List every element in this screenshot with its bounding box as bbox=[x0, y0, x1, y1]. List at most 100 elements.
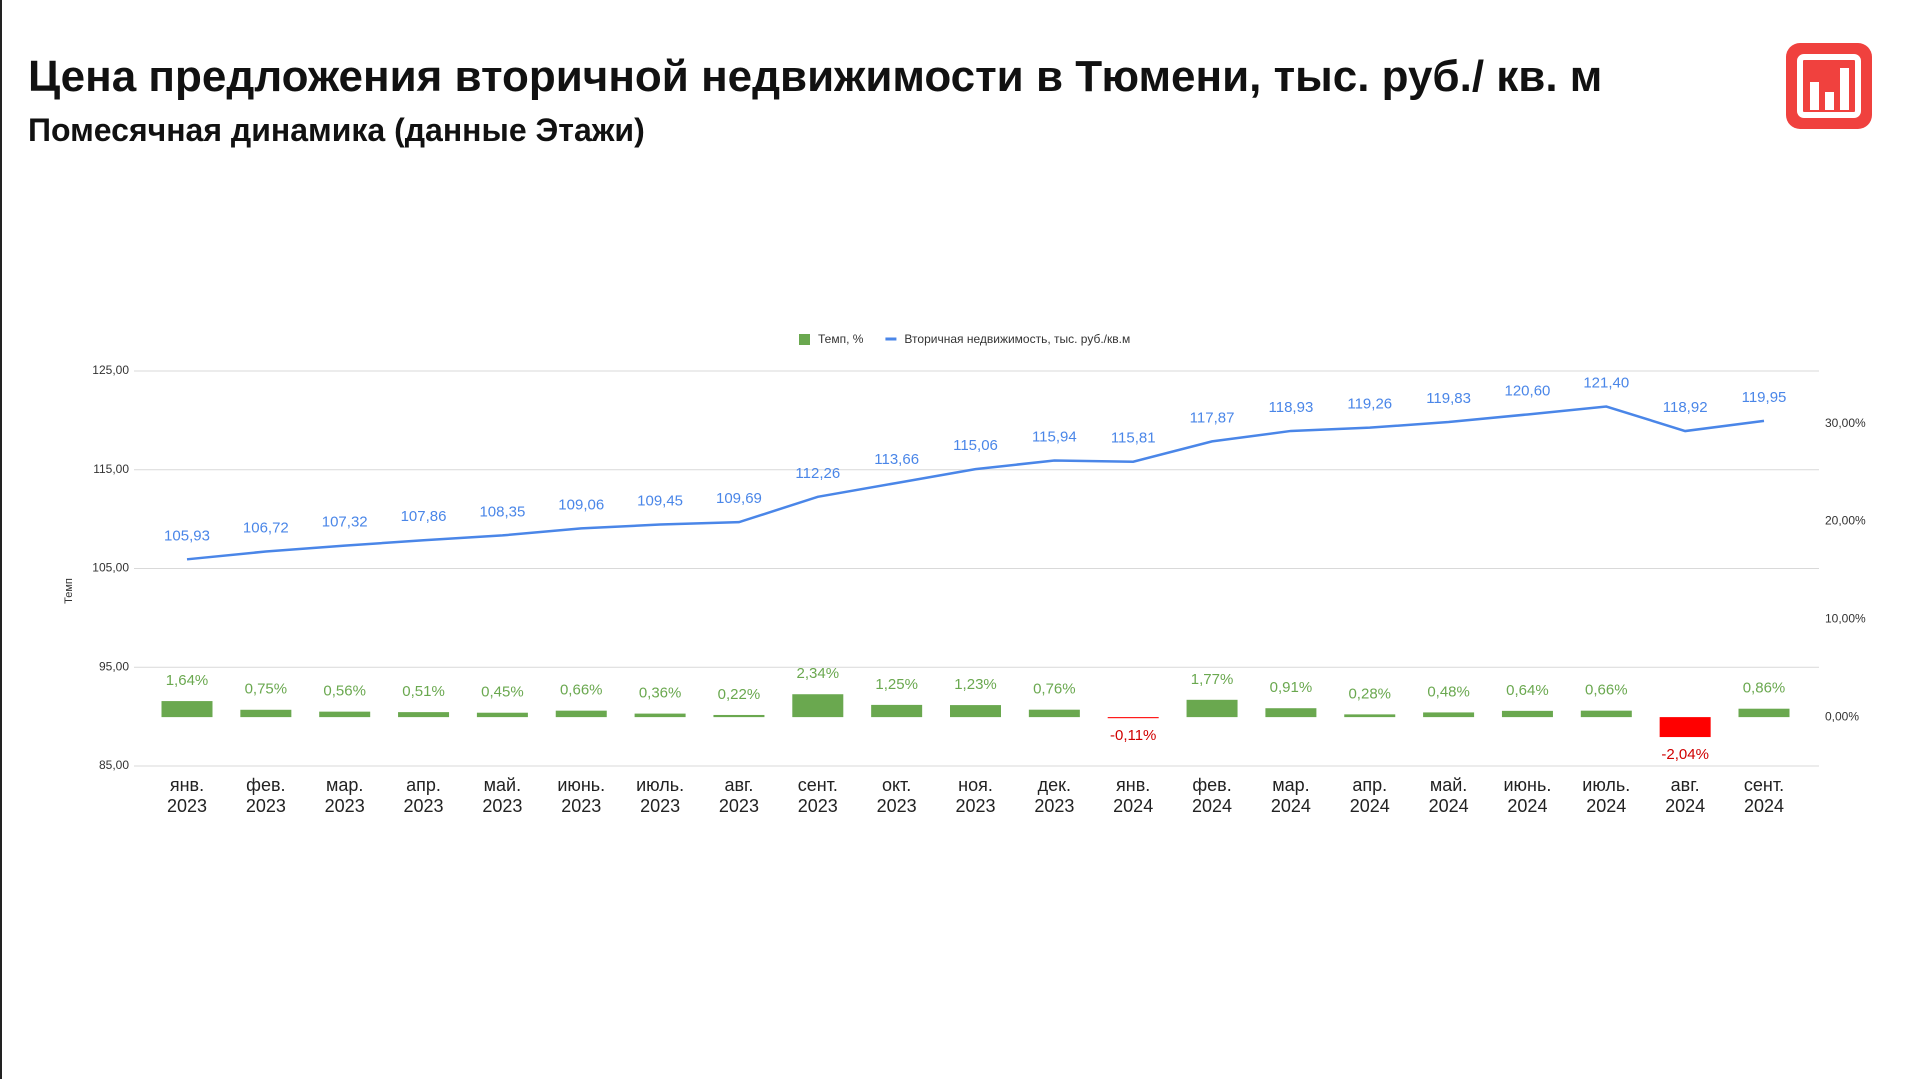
x-tick-label: июль. 2024 bbox=[1582, 775, 1631, 816]
bar bbox=[161, 701, 213, 718]
x-tick-label: мар. 2024 bbox=[1270, 775, 1311, 816]
line-value-label: 115,81 bbox=[1111, 430, 1156, 447]
line-value-label: 106,72 bbox=[243, 519, 289, 536]
x-tick-label: авг. 2024 bbox=[1665, 775, 1706, 816]
bar-value-label: 1,64% bbox=[166, 672, 209, 689]
bar bbox=[871, 704, 923, 718]
bar-value-label: 0,36% bbox=[639, 685, 682, 702]
bar-value-label: -0,11% bbox=[1110, 727, 1156, 744]
y-tick-label: 115,00 bbox=[93, 462, 129, 476]
bar bbox=[1028, 709, 1080, 718]
y-tick-label: 125,00 bbox=[92, 363, 129, 377]
bar bbox=[1265, 708, 1317, 718]
y-tick-label: 85,00 bbox=[99, 758, 129, 772]
bar bbox=[1580, 710, 1632, 718]
line-value-label: 115,06 bbox=[953, 437, 998, 454]
y-tick-label: 105,00 bbox=[92, 561, 129, 575]
bar-value-label: 0,22% bbox=[718, 686, 761, 703]
bar bbox=[950, 705, 1001, 718]
y2-tick-label: 10,00% bbox=[1825, 612, 1866, 626]
bar-value-label: 0,28% bbox=[1348, 685, 1391, 702]
x-tick-label: сент. 2023 bbox=[797, 775, 838, 816]
y-axis-title: Темп bbox=[63, 578, 75, 604]
bar-value-label: 0,51% bbox=[402, 683, 445, 700]
y-tick-label: 95,00 bbox=[99, 659, 129, 673]
bar-value-label: 0,66% bbox=[560, 682, 603, 699]
bar-value-label: 0,64% bbox=[1506, 682, 1549, 699]
line-value-label: 121,40 bbox=[1583, 375, 1629, 392]
bar-value-label: 0,56% bbox=[323, 683, 366, 700]
line-value-label: 119,83 bbox=[1426, 390, 1471, 407]
bar-value-label: 1,23% bbox=[954, 676, 997, 693]
bar-value-label: -2,04% bbox=[1661, 746, 1709, 763]
bar bbox=[1501, 710, 1553, 718]
line-value-label: 118,92 bbox=[1663, 399, 1708, 416]
line-value-label: 113,66 bbox=[874, 451, 919, 468]
x-tick-label: ноя. 2023 bbox=[955, 775, 996, 816]
line-value-label: 109,45 bbox=[637, 493, 683, 510]
bar bbox=[555, 710, 607, 718]
x-tick-label: апр. 2024 bbox=[1349, 775, 1390, 816]
x-tick-label: янв. 2023 bbox=[166, 775, 208, 816]
bar bbox=[476, 712, 528, 718]
legend-label: Темп, % bbox=[818, 332, 864, 346]
line-value-label: 109,06 bbox=[558, 496, 604, 513]
line-value-label: 107,32 bbox=[322, 514, 368, 531]
bar bbox=[1659, 717, 1711, 738]
line-value-label: 120,60 bbox=[1505, 382, 1551, 399]
bar bbox=[1186, 699, 1238, 718]
x-tick-label: окт. 2023 bbox=[876, 775, 917, 816]
x-tick-label: авг. 2023 bbox=[718, 775, 759, 816]
x-tick-label: фев. 2023 bbox=[245, 775, 286, 816]
bar bbox=[319, 711, 371, 718]
bar bbox=[1344, 714, 1396, 718]
bar bbox=[1107, 717, 1159, 719]
bar bbox=[240, 709, 292, 718]
title: Цена предложения вторичной недвижимости … bbox=[28, 52, 1603, 101]
x-tick-label: мар. 2023 bbox=[324, 775, 365, 816]
logo bbox=[1786, 43, 1872, 129]
legend-label: Вторичная недвижимость, тыс. руб./кв.м bbox=[904, 332, 1130, 346]
bar bbox=[713, 714, 765, 718]
y2-tick-label: 0,00% bbox=[1825, 709, 1859, 723]
bar-value-label: 0,66% bbox=[1585, 682, 1628, 699]
y2-tick-label: 20,00% bbox=[1825, 514, 1866, 528]
bar-value-label: 0,86% bbox=[1743, 680, 1786, 697]
bar bbox=[1423, 712, 1475, 718]
bar bbox=[1738, 708, 1790, 718]
legend-swatch bbox=[799, 334, 810, 345]
line-value-label: 115,94 bbox=[1032, 428, 1077, 445]
bar-value-label: 0,48% bbox=[1427, 683, 1470, 700]
x-tick-label: фев. 2024 bbox=[1192, 775, 1233, 816]
bar-value-label: 0,91% bbox=[1270, 679, 1313, 696]
x-tick-label: апр. 2023 bbox=[403, 775, 444, 816]
line-value-label: 109,69 bbox=[716, 490, 762, 507]
bar-value-label: 2,34% bbox=[797, 665, 840, 682]
line-value-label: 112,26 bbox=[795, 465, 840, 482]
x-tick-label: июнь. 2023 bbox=[557, 775, 606, 816]
line-value-label: 119,95 bbox=[1742, 389, 1787, 406]
line-value-label: 118,93 bbox=[1269, 399, 1314, 416]
bar-value-label: 0,45% bbox=[481, 684, 524, 701]
x-tick-label: май. 2023 bbox=[482, 775, 523, 816]
line-value-label: 105,93 bbox=[164, 527, 210, 544]
line-value-label: 107,86 bbox=[401, 508, 447, 525]
x-tick-label: дек. 2023 bbox=[1034, 775, 1075, 816]
line-value-label: 108,35 bbox=[479, 503, 525, 520]
bar bbox=[398, 712, 450, 718]
bar bbox=[792, 694, 844, 718]
y2-tick-label: 30,00% bbox=[1825, 416, 1866, 430]
x-tick-label: июль. 2023 bbox=[636, 775, 685, 816]
x-tick-label: янв. 2024 bbox=[1113, 775, 1154, 816]
bar bbox=[634, 713, 686, 718]
x-tick-label: сент. 2024 bbox=[1743, 775, 1785, 816]
bar-value-label: 1,25% bbox=[875, 676, 918, 693]
x-tick-label: июнь. 2024 bbox=[1503, 775, 1552, 816]
bar-value-label: 0,75% bbox=[245, 681, 288, 698]
line-value-label: 117,87 bbox=[1190, 409, 1235, 426]
line-value-label: 119,26 bbox=[1347, 396, 1392, 413]
line bbox=[186, 405, 1765, 561]
bar-value-label: 0,76% bbox=[1033, 681, 1076, 698]
